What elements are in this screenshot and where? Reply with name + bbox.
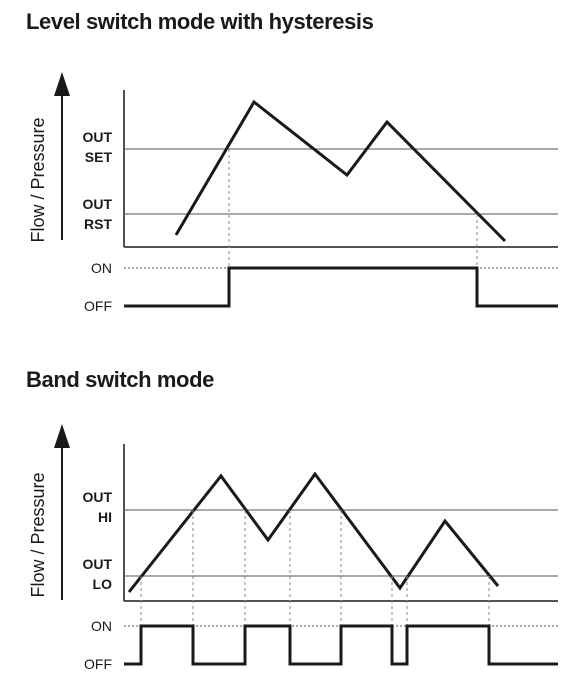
y-axis-arrow-icon [54,424,70,448]
threshold-label-hi-line2: HI [98,509,112,525]
state-label-on: ON [91,618,112,634]
threshold-label-set-line2: SET [85,149,113,165]
y-axis-label: Flow / Pressure [28,117,48,242]
diagram-1-title: Level switch mode with hysteresis [26,9,374,34]
output-waveform [124,624,558,666]
threshold-label-hi-line1: OUT [82,489,112,505]
output-waveform [124,266,558,308]
signal-curve [127,471,500,593]
threshold-label-rst-line1: OUT [82,196,112,212]
state-label-on: ON [91,260,112,276]
diagram-2-title: Band switch mode [26,367,214,392]
state-label-off: OFF [84,656,112,672]
threshold-label-lo-line2: LO [93,576,113,592]
band-switch-diagram: Flow / Pressure OUT HI OUT LO ON OFF [28,424,558,672]
signal-curve [174,99,507,243]
threshold-label-rst-line2: RST [84,216,112,232]
state-label-off: OFF [84,298,112,314]
threshold-label-lo-line1: OUT [82,556,112,572]
threshold-label-set-line1: OUT [82,129,112,145]
y-axis-label: Flow / Pressure [28,472,48,597]
y-axis-arrow-icon [54,72,70,96]
level-switch-diagram: Flow / Pressure OUT SET OUT RST ON OFF [28,72,558,314]
